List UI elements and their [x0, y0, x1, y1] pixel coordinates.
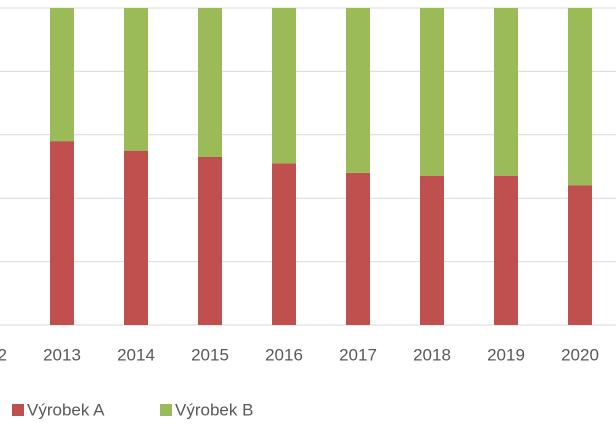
bar-segment	[420, 176, 444, 325]
x-tick-label: 2014	[117, 345, 155, 364]
bar-segment	[568, 8, 592, 186]
x-tick-label: 2017	[339, 345, 377, 364]
bar-segment	[494, 176, 518, 325]
bar-segment	[346, 172, 370, 325]
bar-segment	[198, 156, 222, 325]
bar-segment	[50, 141, 74, 325]
bar-segment	[272, 8, 296, 164]
bar-segment	[124, 150, 148, 325]
x-tick-label: 2020	[561, 345, 599, 364]
bar-segment	[346, 8, 370, 173]
bar-segment	[50, 8, 74, 142]
legend-swatch	[160, 404, 172, 416]
bar-segment	[198, 8, 222, 157]
bar-segment	[420, 8, 444, 177]
bar-segment	[272, 163, 296, 325]
bar-segment	[494, 8, 518, 177]
bar-segment	[124, 8, 148, 151]
bar-segment	[568, 185, 592, 325]
legend-label: Výrobek B	[175, 400, 253, 419]
legend-label: Výrobek A	[27, 400, 105, 419]
x-tick-label: 2013	[43, 345, 81, 364]
x-tick-label: 2019	[487, 345, 525, 364]
x-tick-label: 2012	[0, 345, 7, 364]
x-tick-label: 2015	[191, 345, 229, 364]
x-tick-label: 2018	[413, 345, 451, 364]
legend-swatch	[12, 404, 24, 416]
x-tick-label: 2016	[265, 345, 303, 364]
